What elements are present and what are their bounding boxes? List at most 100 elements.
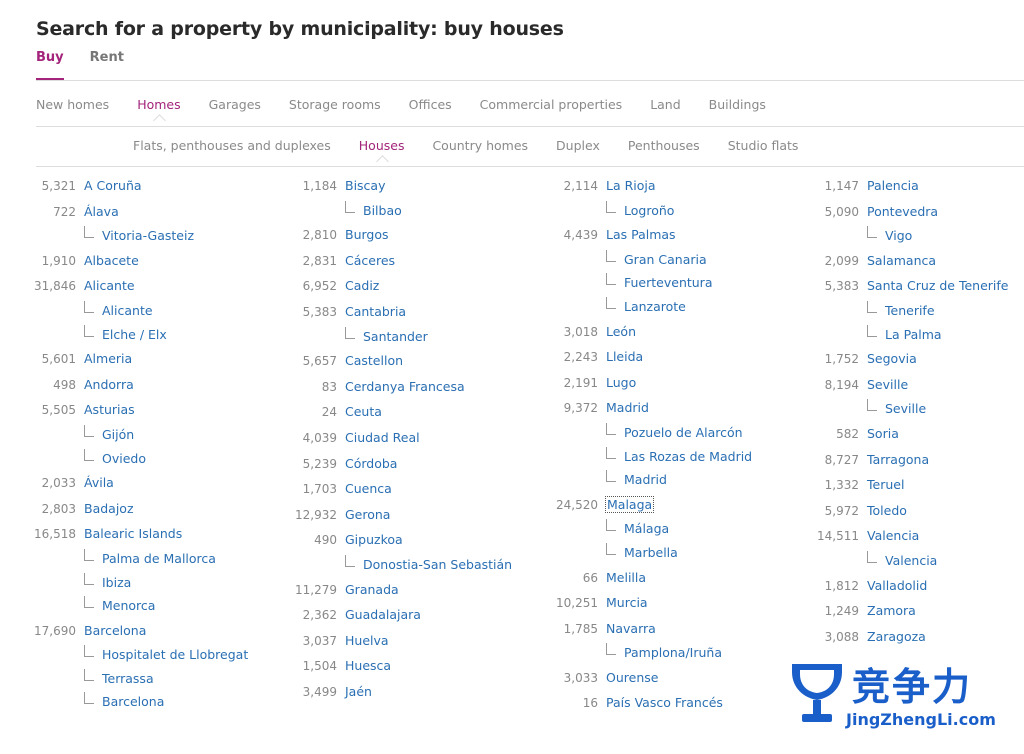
province-link[interactable]: Badajoz	[84, 500, 134, 516]
province-link[interactable]: País Vasco Francés	[606, 695, 723, 711]
province-link[interactable]: Barcelona	[84, 622, 147, 638]
province-link[interactable]: Melilla	[606, 569, 647, 585]
province-link[interactable]: Zaragoza	[867, 628, 926, 644]
municipality-link[interactable]: Lanzarote	[624, 298, 686, 314]
municipality-link[interactable]: Hospitalet de Llobregat	[102, 647, 249, 663]
municipality-link[interactable]: Madrid	[624, 472, 667, 488]
municipality-link[interactable]: Alicante	[102, 302, 153, 318]
municipality-link[interactable]: Logroño	[624, 202, 675, 218]
province-link[interactable]: Huesca	[345, 658, 392, 674]
municipality-link[interactable]: Tenerife	[885, 302, 935, 318]
municipality-link[interactable]: Vitoria-Gasteiz	[102, 228, 195, 244]
nav-penthouses[interactable]: Penthouses	[627, 138, 700, 153]
province-link[interactable]: Gerona	[345, 506, 391, 522]
municipality-link[interactable]: Santander	[363, 328, 428, 344]
municipality-link[interactable]: Oviedo	[102, 450, 146, 466]
nav-houses[interactable]: Houses	[358, 138, 405, 153]
province-link[interactable]: Jaén	[345, 683, 372, 699]
municipality-link[interactable]: Fuerteventura	[624, 275, 713, 291]
municipality-link[interactable]: Elche / Elx	[102, 326, 167, 342]
municipality-link[interactable]: Ibiza	[102, 574, 132, 590]
province-link[interactable]: Guadalajara	[345, 607, 421, 623]
municipality-link[interactable]: Pamplona/Iruña	[624, 645, 722, 661]
nav-garages[interactable]: Garages	[208, 97, 261, 112]
province-link[interactable]: Huelva	[345, 632, 389, 648]
municipality-link[interactable]: Menorca	[102, 598, 156, 614]
province-link[interactable]: Murcia	[606, 595, 648, 611]
province-link[interactable]: Santa Cruz de Tenerife	[867, 278, 1009, 294]
province-link[interactable]: La Rioja	[606, 178, 656, 193]
province-link[interactable]: Albacete	[84, 252, 139, 268]
nav-buildings[interactable]: Buildings	[708, 97, 766, 112]
municipality-link[interactable]: Donostia-San Sebastián	[363, 556, 513, 572]
nav-new-homes[interactable]: New homes	[36, 97, 110, 112]
province-link[interactable]: Lleida	[606, 349, 644, 365]
province-link[interactable]: Ourense	[606, 669, 659, 685]
nav-country-homes[interactable]: Country homes	[432, 138, 529, 153]
province-link[interactable]: Castellon	[345, 353, 404, 369]
nav-homes[interactable]: Homes	[137, 97, 181, 112]
province-link[interactable]: Cadiz	[345, 278, 380, 294]
province-link[interactable]: Lugo	[606, 374, 637, 390]
municipality-link[interactable]: Vigo	[885, 228, 913, 244]
tab-rent[interactable]: Rent	[89, 50, 124, 65]
nav-flats[interactable]: Flats, penthouses and duplexes	[133, 138, 331, 153]
province-link[interactable]: Navarra	[606, 620, 656, 636]
province-link[interactable]: Granada	[345, 581, 399, 597]
province-link[interactable]: Pontevedra	[867, 203, 939, 219]
province-link[interactable]: Cantabria	[345, 303, 407, 319]
municipality-link[interactable]: Barcelona	[102, 694, 165, 710]
province-link[interactable]: Valladolid	[867, 577, 928, 593]
province-link[interactable]: Biscay	[345, 178, 386, 193]
province-link[interactable]: Ciudad Real	[345, 429, 420, 445]
province-link[interactable]: Teruel	[867, 477, 905, 493]
nav-studio-flats[interactable]: Studio flats	[727, 138, 799, 153]
nav-commercial-properties[interactable]: Commercial properties	[479, 97, 623, 112]
province-link[interactable]: Soria	[867, 425, 899, 441]
province-link[interactable]: Gipuzkoa	[345, 532, 403, 548]
province-link[interactable]: Burgos	[345, 227, 389, 243]
nav-storage-rooms[interactable]: Storage rooms	[288, 97, 381, 112]
province-link[interactable]: Cerdanya Francesa	[345, 378, 465, 394]
nav-offices[interactable]: Offices	[408, 97, 452, 112]
province-link[interactable]: Seville	[867, 376, 909, 392]
province-link[interactable]: Salamanca	[867, 252, 937, 268]
province-link[interactable]: León	[606, 323, 637, 339]
municipality-link[interactable]: Valencia	[885, 552, 938, 568]
nav-duplex[interactable]: Duplex	[556, 138, 600, 153]
municipality-link[interactable]: Málaga	[624, 521, 670, 537]
tab-buy[interactable]: Buy	[36, 50, 64, 81]
municipality-link[interactable]: Gran Canaria	[624, 251, 707, 267]
province-link[interactable]: Asturias	[84, 402, 135, 418]
province-link[interactable]: Las Palmas	[606, 227, 676, 243]
municipality-link[interactable]: Marbella	[624, 544, 678, 560]
province-link[interactable]: Ávila	[84, 475, 114, 491]
province-link[interactable]: Cuenca	[345, 481, 392, 497]
province-link[interactable]: Balearic Islands	[84, 526, 183, 542]
province-link[interactable]: Madrid	[606, 400, 649, 416]
province-link[interactable]: A Coruña	[84, 178, 142, 193]
province-link[interactable]: Alicante	[84, 278, 135, 294]
province-link[interactable]: Segovia	[867, 351, 917, 367]
province-link[interactable]: Toledo	[867, 502, 907, 518]
province-link[interactable]: Córdoba	[345, 455, 398, 471]
municipality-link[interactable]: Seville	[885, 401, 927, 417]
province-link[interactable]: Almeria	[84, 351, 133, 367]
municipality-link[interactable]: La Palma	[885, 326, 942, 342]
municipality-link[interactable]: Pozuelo de Alarcón	[624, 424, 743, 440]
municipality-link[interactable]: Las Rozas de Madrid	[624, 448, 753, 464]
province-link[interactable]: Andorra	[84, 376, 134, 392]
province-link[interactable]: Valencia	[867, 528, 920, 544]
municipality-link[interactable]: Bilbao	[363, 202, 402, 218]
province-link[interactable]: Ceuta	[345, 404, 382, 420]
province-link[interactable]: Zamora	[867, 603, 916, 619]
municipality-link[interactable]: Palma de Mallorca	[102, 550, 216, 566]
province-link[interactable]: Tarragona	[867, 451, 930, 467]
province-link[interactable]: Malaga	[604, 495, 655, 513]
municipality-link[interactable]: Gijón	[102, 426, 135, 442]
municipality-link[interactable]: Terrassa	[102, 670, 154, 686]
province-link[interactable]: Cáceres	[345, 252, 396, 268]
province-link[interactable]: Palencia	[867, 178, 919, 193]
province-link[interactable]: Álava	[84, 203, 119, 219]
nav-land[interactable]: Land	[650, 97, 681, 112]
